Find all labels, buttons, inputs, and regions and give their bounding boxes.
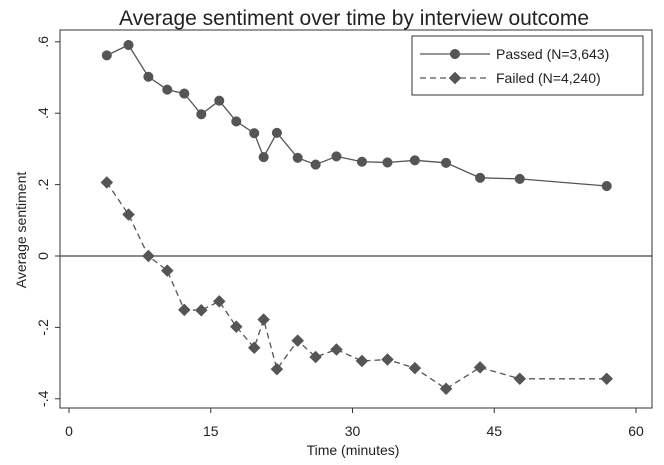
data-point-passed <box>249 128 260 139</box>
data-point-failed <box>355 354 369 368</box>
data-point-passed <box>143 71 154 82</box>
chart-title: Average sentiment over time by interview… <box>119 7 589 30</box>
data-point-passed <box>196 109 207 120</box>
data-point-failed <box>309 350 322 364</box>
x-tick-label: 45 <box>486 423 502 439</box>
data-point-failed <box>229 320 243 334</box>
data-point-passed <box>162 84 173 95</box>
data-point-failed <box>177 303 191 317</box>
data-point-failed <box>257 313 271 326</box>
data-point-passed <box>179 88 190 99</box>
legend-box <box>411 35 644 96</box>
y-tick-label: .6 <box>35 36 51 48</box>
y-tick-label: .4 <box>35 107 51 119</box>
x-tick-label: 30 <box>345 423 361 439</box>
legend-marker-passed <box>449 48 461 60</box>
data-point-failed <box>194 303 208 317</box>
data-point-passed <box>514 173 525 184</box>
data-point-failed <box>330 343 343 356</box>
x-axis-label: Time (minutes) <box>307 442 400 458</box>
legend-marker-failed <box>448 71 462 85</box>
series-line-failed <box>106 182 607 390</box>
data-point-passed <box>409 155 420 166</box>
data-point-passed <box>271 127 282 138</box>
series-failed <box>100 176 614 396</box>
x-tick-label: 15 <box>203 423 219 439</box>
x-axis: 0 15 30 45 60 <box>65 408 644 439</box>
plot-frame <box>59 29 653 409</box>
data-point-failed <box>142 249 155 263</box>
data-point-passed <box>331 151 342 162</box>
data-point-passed <box>601 180 612 192</box>
data-point-failed <box>160 264 174 277</box>
y-tick-label: -.4 <box>35 390 51 407</box>
data-point-passed <box>310 159 321 170</box>
x-tick-label: 0 <box>65 423 73 439</box>
data-point-passed <box>292 152 303 163</box>
data-point-failed <box>473 361 487 374</box>
data-point-failed <box>122 208 135 221</box>
y-tick-label: 0 <box>35 252 51 260</box>
y-axis-label: Average sentiment <box>13 172 29 289</box>
x-tick-label: 60 <box>628 423 644 439</box>
data-point-passed <box>123 39 134 51</box>
data-point-failed <box>513 372 527 386</box>
data-point-failed <box>600 372 614 386</box>
plot-area <box>59 29 653 409</box>
legend-label-passed: Passed (N=3,643) <box>496 46 609 62</box>
data-point-failed <box>439 382 453 396</box>
data-point-passed <box>258 152 269 163</box>
series-passed <box>101 39 612 192</box>
legend-label-failed: Failed (N=4,240) <box>496 70 601 86</box>
data-point-passed <box>356 156 368 167</box>
data-point-failed <box>291 334 305 347</box>
data-point-failed <box>100 176 114 189</box>
data-point-failed <box>270 362 284 376</box>
data-point-passed <box>214 95 225 106</box>
y-tick-label: -.2 <box>35 319 51 336</box>
data-point-failed <box>408 361 422 375</box>
y-axis: -.4 -.2 0 .2 .4 .6 <box>35 36 60 407</box>
data-point-passed <box>101 50 112 61</box>
y-tick-label: .2 <box>35 179 51 191</box>
data-point-failed <box>381 353 394 366</box>
data-point-failed <box>212 294 226 308</box>
data-point-passed <box>382 157 393 168</box>
legend: Passed (N=3,643) Failed (N=4,240) <box>411 35 644 96</box>
data-point-passed <box>441 157 452 168</box>
data-point-passed <box>475 172 486 183</box>
data-point-failed <box>247 341 261 355</box>
data-point-passed <box>231 116 242 127</box>
